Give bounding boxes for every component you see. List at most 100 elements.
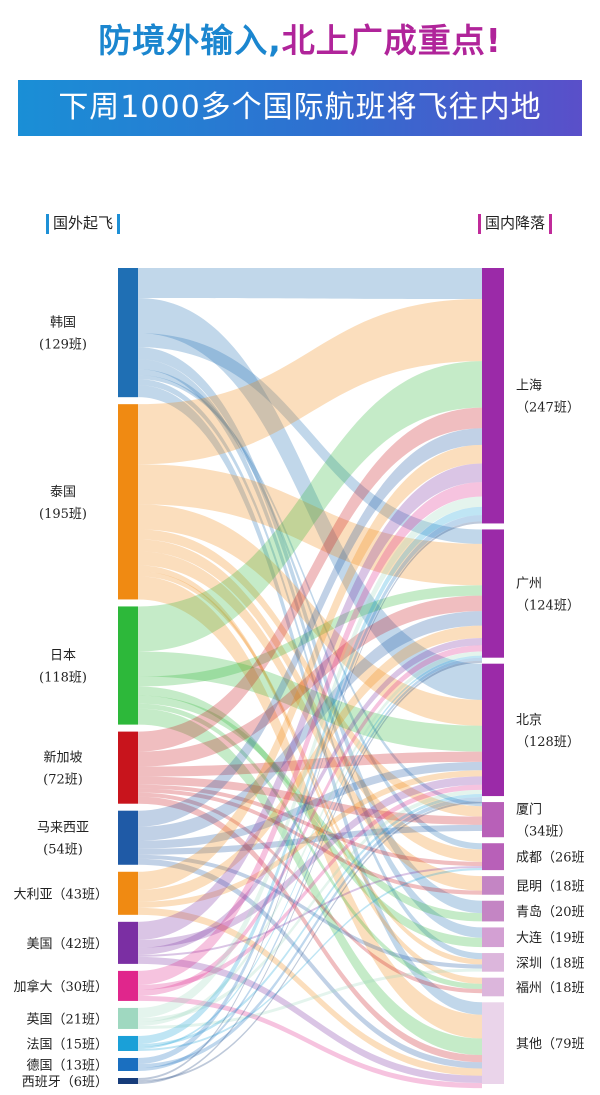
flow-link	[138, 708, 482, 1056]
target-label: 大连（19班	[516, 930, 585, 946]
flow-link	[138, 854, 482, 969]
source-label-count: (118班)	[39, 671, 87, 686]
flow-link	[138, 792, 482, 994]
target-node	[482, 953, 504, 972]
target-node	[482, 927, 504, 948]
flow-link	[138, 506, 482, 1044]
flow-link	[138, 907, 482, 1076]
flow-link	[138, 268, 482, 300]
subtitle-banner: 下周1000多个国际航班将飞往内地	[18, 80, 582, 136]
flow-link	[138, 645, 482, 996]
flow-link	[138, 571, 482, 965]
flow-link	[138, 784, 482, 866]
flow-link	[138, 776, 482, 948]
flow-link	[138, 655, 482, 1049]
flow-link	[138, 576, 482, 1039]
flow-link	[138, 651, 482, 1026]
flow-link	[138, 625, 482, 902]
node-group	[118, 268, 504, 1084]
flow-link	[138, 369, 482, 850]
source-label: 德国（13班）	[26, 1058, 108, 1073]
flow-link	[138, 824, 482, 855]
flow-link	[138, 968, 482, 1029]
source-node	[118, 921, 138, 964]
source-label-count: (72班)	[43, 773, 83, 788]
flow-link	[138, 858, 482, 1069]
target-node	[482, 529, 504, 658]
flow-link	[138, 379, 482, 960]
title-part1: 防境外输入,	[98, 21, 282, 60]
flow-link	[138, 359, 482, 938]
source-label: 加拿大（30班）	[13, 979, 108, 995]
flow-link	[138, 385, 482, 1015]
source-label: 韩国	[50, 316, 76, 331]
target-label: 深圳（18班	[516, 956, 585, 971]
flow-link	[138, 657, 482, 1071]
flow-link	[138, 463, 482, 940]
flow-link	[138, 529, 482, 817]
label-group: 韩国 (129班) 泰国 (195班) 日本 (118班) 新加坡 (72班) 马来西亚 (54班…	[13, 316, 584, 1090]
target-label: 厦门	[516, 803, 542, 818]
flow-link	[138, 793, 482, 1047]
target-label: 福州（18班	[516, 981, 585, 996]
flow-link	[138, 595, 482, 767]
source-node	[118, 1035, 138, 1051]
flow-link	[138, 751, 482, 777]
page-title: 防境外输入,北上广成重点!	[0, 14, 600, 62]
flow-link	[138, 515, 482, 1064]
flow-link	[138, 551, 482, 891]
flow-link	[138, 686, 482, 948]
flow-link	[138, 796, 482, 1063]
target-node	[482, 900, 504, 922]
flow-link	[138, 539, 482, 862]
source-node	[118, 731, 138, 804]
source-node	[118, 871, 138, 915]
flow-link	[138, 375, 482, 807]
source-node	[118, 606, 138, 725]
target-node	[482, 268, 504, 524]
target-node	[482, 977, 504, 997]
target-label: 上海	[516, 379, 542, 394]
flow-link	[138, 956, 482, 1083]
flow-link	[138, 299, 482, 465]
flow-link	[138, 865, 482, 957]
source-label: 泰国	[50, 485, 76, 500]
left-column-header: 国外起飞	[42, 212, 124, 234]
flow-link	[138, 660, 482, 1084]
flow-link	[138, 504, 482, 726]
target-label: 其他（79班	[516, 1037, 585, 1052]
source-node	[118, 1057, 138, 1071]
flow-link	[138, 776, 482, 825]
source-label: 法国（15班）	[26, 1037, 108, 1052]
flow-link	[138, 797, 482, 1068]
source-node	[118, 404, 138, 600]
flow-link	[138, 464, 482, 586]
flow-link	[138, 761, 482, 849]
target-label: 北京	[516, 713, 542, 728]
target-label-count: （34班）	[516, 825, 572, 840]
flow-link	[138, 995, 482, 1089]
right-column-header: 国内降落	[474, 212, 556, 234]
source-label: 大利亚（43班）	[13, 887, 108, 902]
flow-link	[138, 788, 482, 895]
target-label: 广州	[516, 577, 542, 592]
flow-link	[138, 789, 482, 1022]
flow-link	[138, 298, 482, 700]
target-label-count: （247班）	[516, 401, 580, 416]
source-node	[118, 268, 138, 398]
target-node	[482, 843, 504, 871]
flow-link	[138, 428, 482, 827]
left-header-label: 国外起飞	[53, 214, 114, 232]
source-label: 新加坡	[43, 750, 82, 766]
flow-link	[138, 496, 482, 1018]
flow-link	[138, 444, 482, 890]
flow-link	[138, 585, 482, 687]
target-node	[482, 663, 504, 797]
flow-link	[138, 703, 482, 990]
flow-link	[138, 651, 482, 752]
source-label: 日本	[50, 649, 76, 664]
flow-link	[138, 565, 482, 984]
source-label: 英国（21班）	[26, 1012, 108, 1027]
target-label-count: （128班）	[516, 735, 580, 750]
